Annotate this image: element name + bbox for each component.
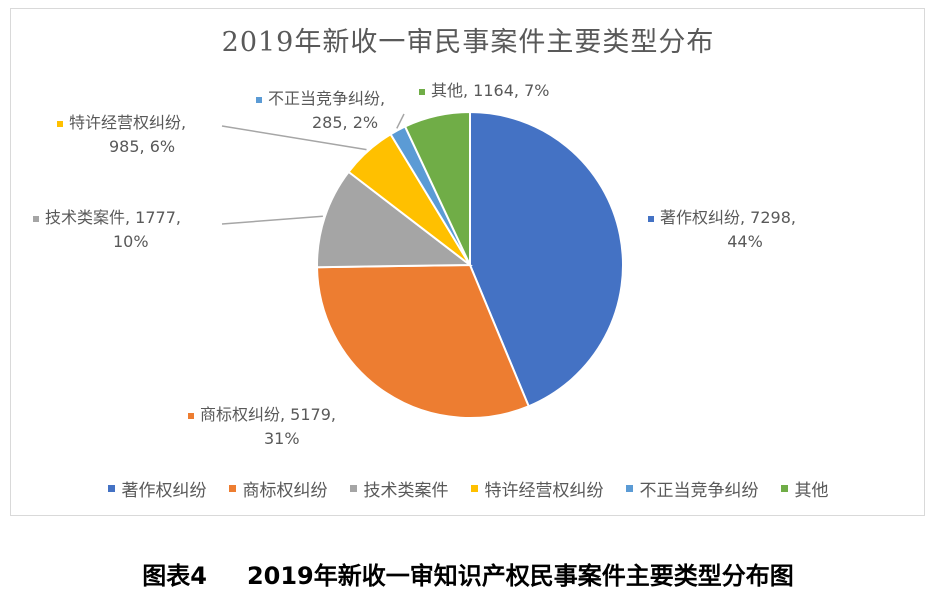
legend: 著作权纠纷 商标权纠纷 技术类案件 特许经营权纠纷 不正当竞争纠纷 其他 — [0, 476, 936, 501]
data-label-copyright: 著作权纠纷, 7298, 44% — [648, 206, 796, 254]
data-label-franchise: 特许经营权纠纷, 985, 6% — [57, 111, 186, 159]
data-label-other: 其他, 1164, 7% — [419, 79, 549, 103]
legend-marker — [349, 485, 357, 492]
label-marker — [188, 412, 194, 419]
legend-item: 其他 — [780, 476, 829, 501]
label-marker — [33, 215, 39, 222]
legend-marker — [625, 485, 633, 492]
label-marker — [57, 120, 63, 127]
pie-slice — [316, 170, 473, 269]
pie-slice — [316, 263, 531, 419]
chart-title: 2019年新收一审民事案件主要类型分布 — [221, 27, 715, 58]
data-label-trademark: 商标权纠纷, 5179, 31% — [188, 403, 336, 451]
legend-marker — [228, 485, 236, 492]
legend-item: 著作权纠纷 — [107, 476, 207, 501]
pie-slice — [469, 110, 624, 408]
leader-line — [221, 125, 367, 151]
caption-text: 2019年新收一审知识产权民事案件主要类型分布图 — [246, 562, 794, 590]
legend-marker — [470, 485, 478, 492]
leader-line — [221, 215, 323, 225]
label-marker — [648, 215, 654, 222]
label-marker — [419, 88, 425, 95]
legend-marker — [780, 485, 788, 492]
caption-prefix: 图表4 — [142, 562, 207, 590]
legend-item: 技术类案件 — [349, 476, 449, 501]
data-label-unfair-competition: 不正当竞争纠纷, 285, 2% — [256, 87, 385, 135]
legend-item: 特许经营权纠纷 — [470, 476, 604, 501]
label-marker — [256, 96, 262, 103]
legend-item: 商标权纠纷 — [228, 476, 328, 501]
leader-line — [396, 113, 405, 129]
legend-item: 不正当竞争纠纷 — [625, 476, 759, 501]
data-label-technology: 技术类案件, 1777, 10% — [33, 206, 181, 254]
legend-marker — [107, 485, 115, 492]
pie-slice — [403, 110, 471, 266]
figure-caption: 图表4 2019年新收一审知识产权民事案件主要类型分布图 — [0, 556, 936, 591]
